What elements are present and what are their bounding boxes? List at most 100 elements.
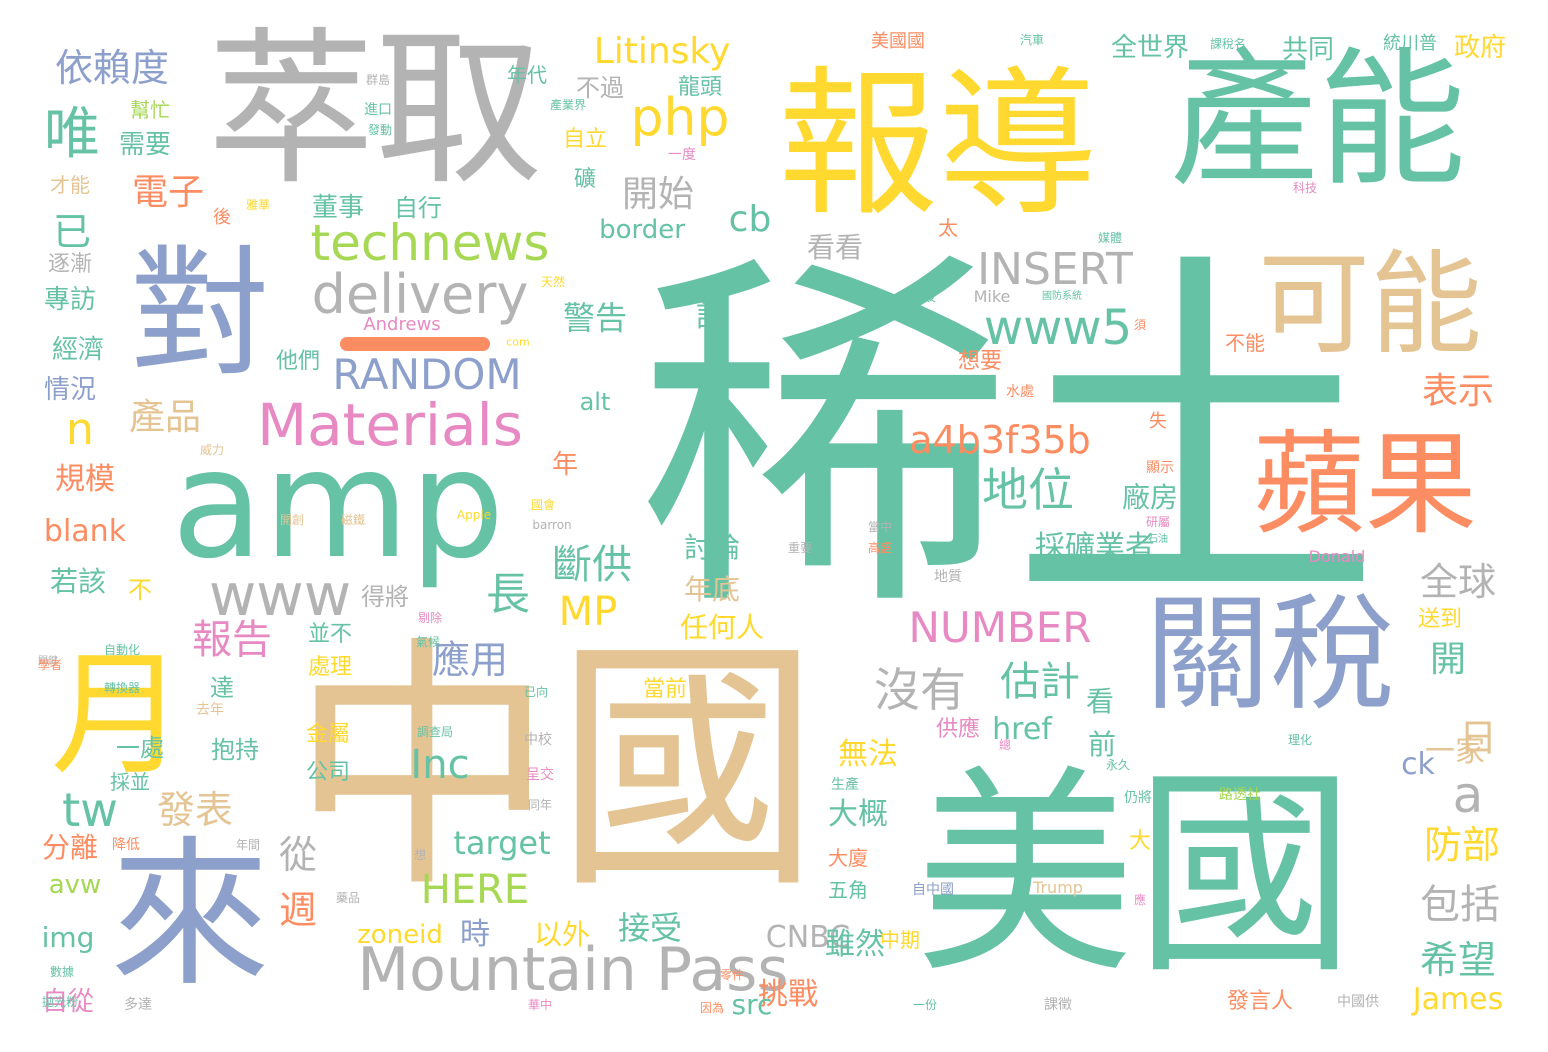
word-tongnian: 同年 (527, 798, 553, 812)
word-tamen: 他們 (275, 349, 321, 374)
orange-stroke-decoration (340, 337, 490, 351)
word-keji: 科技 (1292, 181, 1318, 195)
word-duoda: 多達 (124, 997, 152, 1013)
word-bangmang: 幫忙 (130, 98, 170, 122)
word-james: James (1412, 982, 1504, 1017)
word-apple: Apple (456, 508, 492, 522)
word-paoguangfen: 拋光粉 (41, 995, 79, 1009)
word-zhuanhuanqi: 轉換器 (103, 681, 141, 695)
word-citie: 磁鐵 (340, 513, 366, 527)
word-yi: 已 (52, 210, 92, 254)
word-dianzi: 電子 (131, 172, 205, 213)
word-trump: Trump (1033, 878, 1083, 897)
word-yaopin: 藥品 (335, 891, 361, 905)
word-tongchuanpu: 統川普 (1383, 33, 1437, 54)
word-dangqian: 當前 (642, 677, 688, 702)
word-andrews: Andrews (363, 314, 441, 335)
word-pingguo: 蘋果 (1253, 420, 1477, 550)
word-img: img (41, 921, 95, 954)
word-chengjiao: 呈交 (526, 767, 554, 783)
word-xitu: 稀土 (638, 223, 1382, 656)
word-tiaozhan: 挑戰 (758, 977, 818, 1012)
word-inc: Inc (410, 742, 470, 788)
word-guji: 估計 (1000, 659, 1080, 705)
word-hou: 後 (213, 207, 231, 228)
word-xianshi: 顯示 (1146, 460, 1174, 476)
word-fenli: 分離 (41, 831, 99, 864)
word-channeng: 產能 (1170, 34, 1466, 206)
word-xu: 須 (1133, 318, 1147, 332)
word-cong: 從 (278, 833, 318, 877)
word-caikuang: 採礦業者 (1035, 530, 1155, 565)
word-caineng: 才能 (50, 173, 90, 197)
word-keshuiming: 課稅名 (1209, 37, 1247, 51)
word-chang: 長 (486, 569, 530, 620)
word-cuiqu: 萃取 (207, 12, 543, 208)
word-fabiao: 發表 (156, 788, 234, 832)
word-yifen: 一份 (912, 998, 938, 1012)
word-n: n (66, 404, 94, 455)
word-songdao: 送到 (1417, 607, 1463, 632)
word-jieshou: 接受 (617, 909, 683, 947)
word-chuli: 處理 (307, 655, 353, 680)
word-target: target (453, 824, 551, 862)
word-lai: 來 (109, 821, 271, 1008)
word-yichu: 一處 (116, 734, 164, 762)
word-da2: 大 (1128, 829, 1152, 854)
word-kaishi: 開始 (621, 174, 695, 215)
word-delivery: delivery (311, 263, 529, 326)
word-ruogai: 若該 (49, 565, 107, 598)
word-nianjian: 年間 (235, 838, 261, 852)
word-longtou: 龍頭 (677, 75, 723, 100)
word-barron: barron (532, 518, 572, 532)
word-niandai: 年代 (507, 63, 547, 87)
word-zhongguogong: 中國供 (1337, 994, 1379, 1010)
word-chanpin: 產品 (128, 397, 202, 438)
word-www: www (208, 561, 352, 629)
word-lihua: 理化 (1287, 733, 1313, 747)
word-zhongguo: 中國 (290, 615, 820, 924)
word-guimo: 規模 (55, 462, 115, 497)
word-zhengfu: 政府 (1453, 33, 1507, 63)
word-weili: 威力 (199, 443, 225, 457)
word-lutoushe: 路透社 (1219, 787, 1261, 803)
word-href: href (992, 712, 1052, 747)
word-guanjian: 關鍵 (38, 656, 58, 667)
word-meiguo: 美國 (914, 747, 1356, 1003)
word-buguo: 不過 (576, 74, 624, 102)
word-blank: blank (43, 514, 127, 549)
word-mountain-pass: Mountain Pass (357, 935, 789, 1005)
word-wujiao: 五角 (828, 878, 868, 902)
word-zong: 總 (998, 738, 1012, 752)
word-dangzhong: 當中 (867, 520, 893, 534)
word-boji: 波及 (911, 290, 937, 304)
word-meiyou: 沒有 (874, 663, 966, 717)
word-baogao: 報告 (192, 617, 272, 663)
word-ying: 應 (1133, 893, 1147, 907)
word-insert: INSERT (977, 244, 1133, 295)
word-wufa: 無法 (838, 737, 898, 772)
word-src: src (731, 988, 773, 1021)
word-kai: 開 (1429, 639, 1467, 680)
word-yilaidu: 依賴度 (54, 46, 170, 90)
word-baodao: 報導 (777, 51, 1099, 238)
word-changfang: 廠房 (1121, 481, 1179, 514)
word-jinggao: 警告 (562, 299, 628, 337)
word-zicong: 自從 (41, 987, 95, 1017)
word-jinkou: 進口 (364, 102, 392, 118)
word-yinwei: 因為 (699, 1001, 725, 1015)
word-qihou: 氣候 (415, 635, 441, 649)
word-mike: Mike (973, 287, 1011, 306)
word-zhou: 週 (278, 888, 318, 932)
word-shuju: 數據 (49, 965, 75, 979)
word-huazhong: 華中 (527, 998, 553, 1012)
word-yahua: 雅華 (245, 198, 271, 212)
word-buneng: 不能 (1225, 331, 1265, 355)
word-kankan: 看看 (806, 231, 864, 264)
word-baochi: 抱持 (211, 736, 259, 764)
word-yijia: 一家 (1425, 734, 1485, 769)
word-keneng: 可能 (1258, 240, 1482, 370)
word-yue: 月 (50, 636, 186, 794)
word-fadong: 發動 (367, 123, 393, 137)
word-nian: 年 (551, 450, 579, 480)
